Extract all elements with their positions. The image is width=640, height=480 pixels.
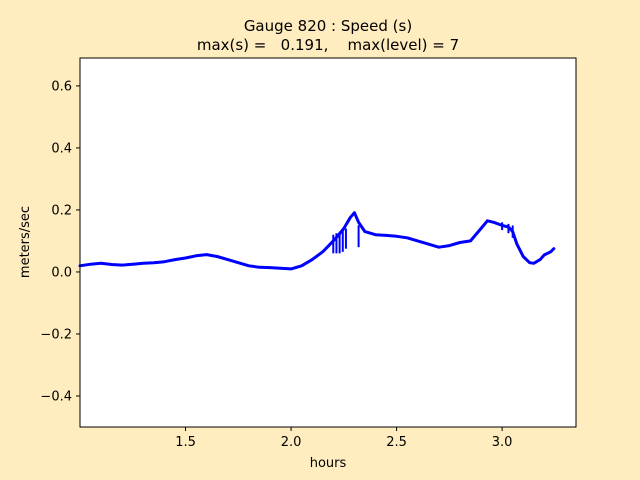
- y-tick-label: −0.4: [40, 389, 72, 404]
- ticks-layer: 1.5 2.0 2.5 3.0 −0.4 −0.2 0.0 0.2 0.4 0.6: [40, 79, 512, 450]
- y-tick-label: 0.4: [51, 141, 72, 156]
- x-axis-label: hours: [310, 456, 347, 471]
- y-tick-label: 0.0: [51, 265, 72, 280]
- y-axis-label: meters/sec: [18, 206, 33, 278]
- x-tick-label: 1.5: [175, 435, 196, 450]
- axes-frame: [79, 57, 577, 428]
- chart-title-line1: Gauge 820 : Speed (s): [244, 17, 412, 35]
- y-tick-label: 0.6: [51, 79, 72, 94]
- chart-title-line2: max(s) = 0.191, max(level) = 7: [197, 36, 459, 54]
- x-tick-label: 2.5: [386, 435, 407, 450]
- x-tick-label: 2.0: [281, 435, 302, 450]
- plot-layer: [78, 211, 556, 271]
- axes-background: [80, 58, 576, 427]
- y-tick-label: −0.2: [40, 327, 72, 342]
- x-tick-label: 3.0: [492, 435, 513, 450]
- y-tick-label: 0.2: [51, 203, 72, 218]
